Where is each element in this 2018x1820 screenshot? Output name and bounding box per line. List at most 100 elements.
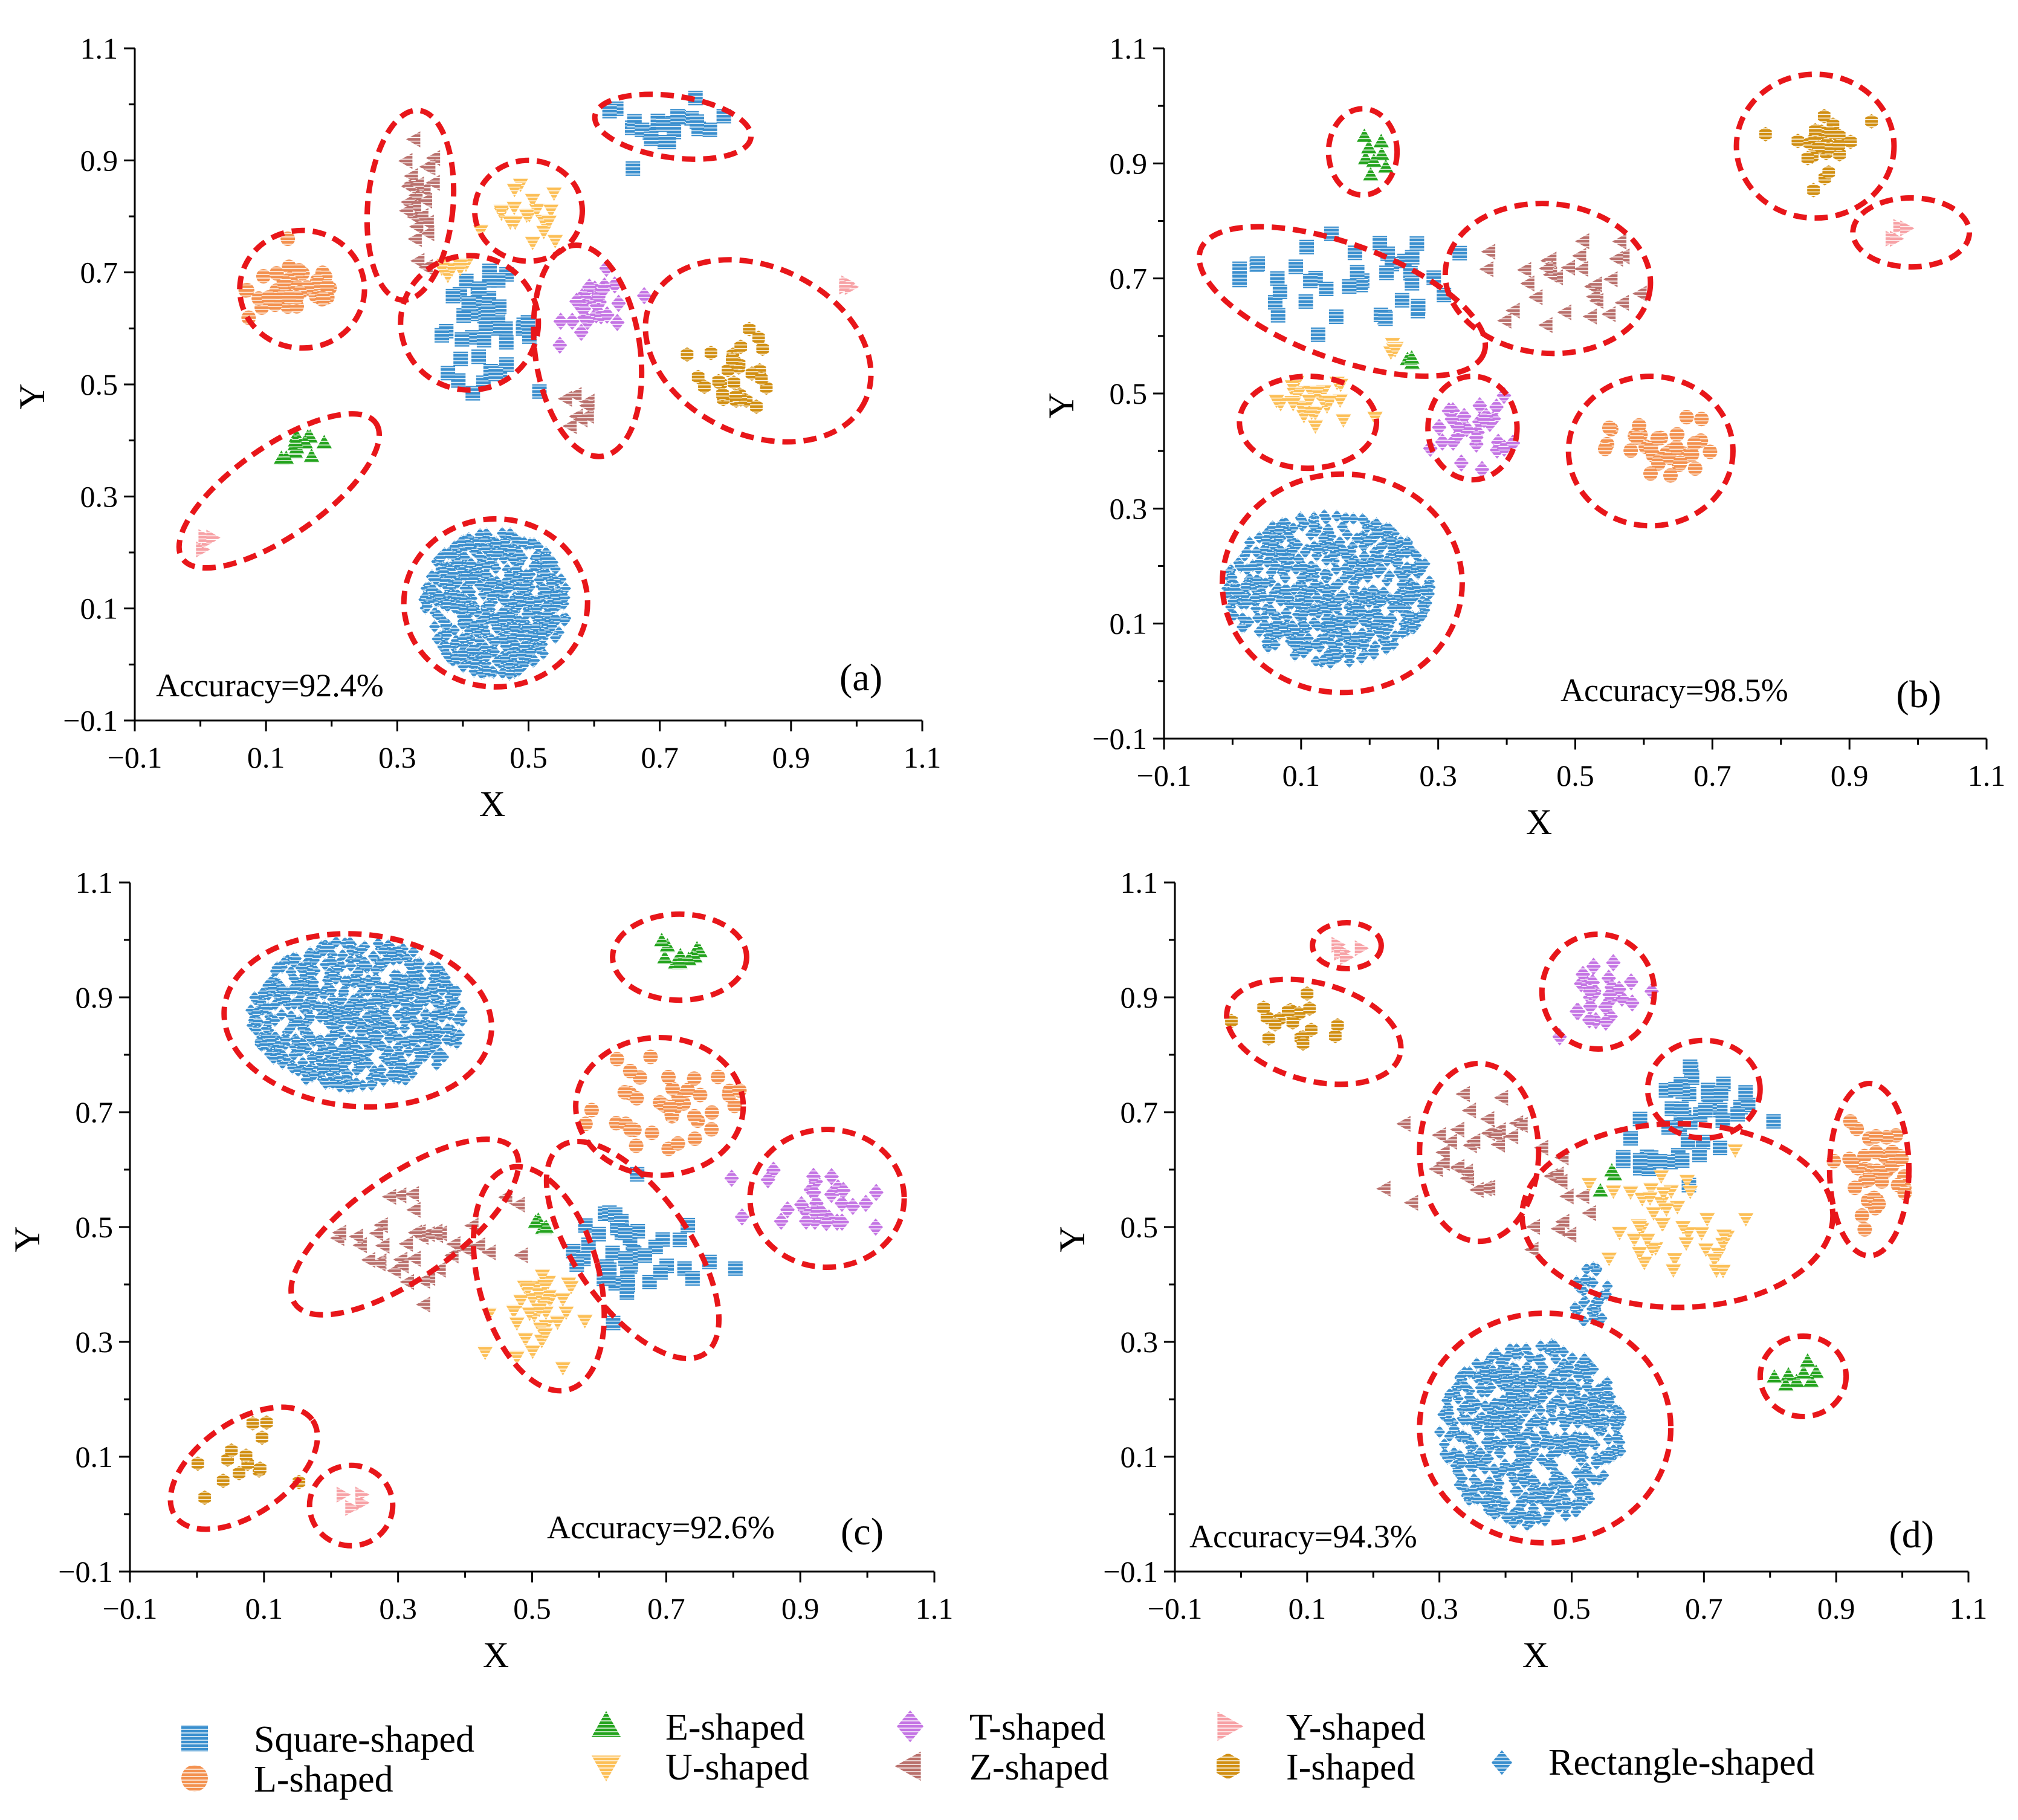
scatter-point — [448, 997, 459, 1010]
scatter-point — [1588, 1394, 1599, 1407]
scatter-point — [330, 973, 341, 986]
scatter-point — [479, 624, 491, 638]
scatter-point — [1542, 1498, 1553, 1512]
scatter-point — [366, 1005, 378, 1018]
scatter-point — [284, 1022, 296, 1036]
scatter-point — [653, 1265, 668, 1280]
scatter-point — [506, 201, 523, 215]
scatter-point — [835, 1194, 850, 1213]
scatter-point — [1575, 1188, 1589, 1204]
scatter-point — [1272, 284, 1287, 299]
scatter-point — [537, 638, 548, 651]
scatter-point — [502, 215, 519, 230]
scatter-point — [1240, 580, 1252, 594]
scatter-point — [1374, 626, 1385, 640]
scatter-point — [534, 1269, 551, 1283]
scatter-point — [1520, 275, 1535, 292]
scatter-point — [1593, 1382, 1604, 1396]
scatter-point — [1492, 1417, 1502, 1431]
scatter-point — [1508, 1517, 1519, 1530]
scatter-point — [1411, 299, 1426, 314]
scatter-point — [760, 1171, 775, 1189]
scatter-point — [691, 369, 705, 384]
scatter-point — [271, 988, 283, 1002]
scatter-point — [445, 288, 461, 303]
scatter-point — [514, 643, 525, 656]
scatter-point — [1472, 1492, 1483, 1506]
y-tick-label: 0.5 — [76, 1210, 114, 1244]
scatter-point — [1252, 611, 1263, 624]
scatter-point — [336, 993, 348, 1006]
legend-label-i: I-shaped — [1286, 1747, 1415, 1788]
scatter-point — [1496, 1503, 1508, 1516]
scatter-point — [1817, 109, 1831, 124]
scatter-point — [1482, 1417, 1493, 1430]
scatter-point — [1481, 1423, 1493, 1437]
scatter-point — [1504, 1417, 1516, 1431]
scatter-point — [476, 666, 487, 680]
scatter-point — [410, 176, 424, 193]
scatter-point — [291, 1034, 302, 1048]
cluster-e — [1356, 128, 1394, 181]
scatter-point — [357, 979, 368, 993]
scatter-point — [322, 1046, 334, 1060]
x-tick-label: −0.1 — [1148, 1592, 1203, 1625]
scatter-point — [1426, 270, 1441, 285]
legend-item-l: L-shaped — [181, 1759, 393, 1800]
scatter-point — [1538, 1360, 1548, 1374]
scatter-point — [1374, 146, 1390, 161]
scatter-point — [1512, 1384, 1523, 1397]
scatter-point — [611, 294, 626, 313]
y-tick-label: 0.1 — [1121, 1440, 1159, 1474]
scatter-point — [339, 974, 351, 988]
scatter-point — [367, 950, 379, 963]
scatter-point — [294, 1044, 306, 1058]
scatter-point — [1699, 1212, 1715, 1227]
x-tick-label: −0.1 — [103, 1592, 158, 1625]
scatter-point — [1599, 1451, 1611, 1465]
scatter-point — [1409, 236, 1425, 251]
scatter-point — [382, 1188, 396, 1205]
scatter-point — [335, 1015, 347, 1029]
scatter-point — [383, 1052, 394, 1066]
scatter-point — [352, 965, 364, 979]
scatter-point — [471, 1237, 485, 1254]
scatter-point — [537, 581, 549, 595]
scatter-point — [1347, 245, 1362, 261]
scatter-point — [277, 982, 288, 996]
scatter-point — [386, 1058, 397, 1071]
scatter-point — [1566, 1400, 1577, 1413]
scatter-point — [1588, 1473, 1600, 1486]
scatter-point — [1848, 1180, 1863, 1196]
cluster-ellipse — [1644, 1037, 1763, 1141]
cluster-z — [330, 1186, 528, 1313]
scatter-point — [1377, 159, 1394, 173]
triangle-up-icon — [591, 1711, 621, 1737]
cluster-rect — [1434, 1338, 1627, 1532]
scatter-point — [618, 1225, 633, 1240]
scatter-point — [665, 1081, 680, 1096]
scatter-point — [356, 943, 367, 956]
scatter-point — [1611, 1226, 1628, 1241]
scatter-point — [1551, 1393, 1563, 1407]
scatter-point — [750, 399, 763, 414]
scatter-point — [1414, 557, 1426, 571]
scatter-point — [547, 555, 558, 569]
x-tick-label: 0.7 — [647, 1592, 685, 1625]
scatter-point — [574, 323, 589, 342]
scatter-point — [1507, 1374, 1519, 1387]
scatter-point — [1570, 1505, 1582, 1519]
scatter-point — [1509, 1347, 1521, 1361]
scatter-point — [1571, 1003, 1586, 1020]
scatter-point — [392, 1064, 403, 1078]
scatter-point — [1487, 1364, 1499, 1378]
scatter-point — [407, 198, 421, 215]
scatter-point — [530, 630, 542, 644]
y-tick-label: 1.1 — [80, 31, 118, 65]
scatter-point — [385, 1068, 396, 1082]
scatter-point — [1490, 441, 1505, 459]
scatter-point — [1603, 1445, 1614, 1459]
scatter-point — [370, 963, 381, 977]
scatter-point — [487, 664, 498, 678]
scatter-point — [314, 1066, 326, 1080]
